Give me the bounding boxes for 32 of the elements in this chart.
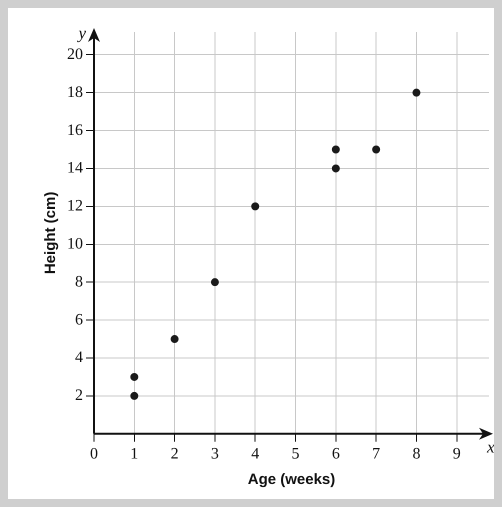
point: [251, 202, 260, 210]
point: [372, 146, 380, 154]
x-tick-label: 3: [210, 446, 219, 463]
x-tick-label: 8: [412, 446, 420, 463]
x-tick-label: 2: [170, 446, 179, 463]
point: [130, 372, 138, 381]
x-tick-label: 7: [372, 446, 380, 463]
x-tick-label: 0: [90, 446, 98, 463]
y-tick-label: 14: [67, 160, 83, 177]
y-tick-label: 4: [75, 349, 83, 366]
y-tick-label: 8: [75, 273, 83, 290]
point: [412, 88, 420, 97]
y-tick-label: 10: [67, 235, 83, 252]
y-tick-label: 18: [67, 84, 83, 101]
text: y: [76, 23, 86, 42]
x-tick-label: 4: [251, 446, 260, 463]
x-tick-label: 5: [292, 446, 300, 463]
y-tick-label: 20: [67, 46, 83, 63]
point: [210, 278, 219, 286]
point: [170, 335, 179, 344]
x-tick-label: 1: [130, 446, 138, 463]
x-tick-label: 9: [452, 446, 461, 463]
point: [332, 146, 340, 154]
point: [332, 164, 340, 172]
point: [130, 392, 138, 400]
y-axis-title: Height (cm): [42, 192, 60, 274]
x-tick-label: 6: [332, 446, 340, 463]
y-tick-label: 6: [75, 311, 83, 328]
y-tick-label: 12: [67, 198, 83, 215]
y-tick-label: 16: [67, 122, 83, 139]
y-tick-label: 2: [75, 387, 83, 404]
x-axis-title: Age (weeks): [248, 471, 336, 488]
